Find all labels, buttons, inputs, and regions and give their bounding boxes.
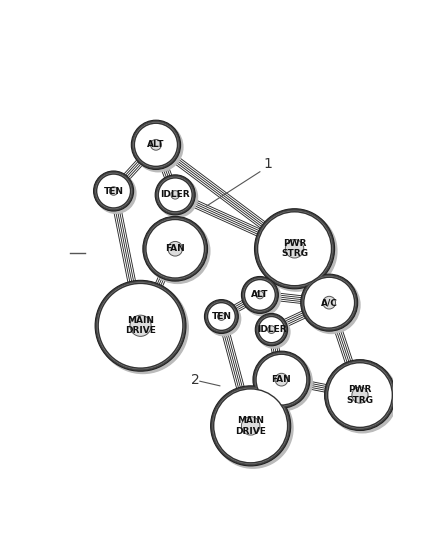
Circle shape	[213, 388, 293, 468]
Circle shape	[151, 140, 161, 150]
Circle shape	[254, 353, 308, 407]
Circle shape	[258, 212, 332, 286]
Circle shape	[168, 241, 183, 256]
Text: ALT: ALT	[251, 290, 268, 300]
Text: TEN: TEN	[104, 187, 124, 196]
Circle shape	[257, 211, 337, 291]
Circle shape	[158, 177, 198, 217]
Text: 1: 1	[264, 157, 272, 171]
Circle shape	[155, 175, 195, 215]
Circle shape	[253, 351, 310, 408]
Circle shape	[275, 373, 288, 386]
Circle shape	[323, 296, 336, 309]
Circle shape	[134, 123, 183, 172]
Circle shape	[207, 302, 240, 336]
Circle shape	[303, 277, 360, 334]
Text: A/C: A/C	[321, 298, 338, 307]
Circle shape	[302, 276, 356, 329]
Circle shape	[258, 316, 290, 348]
Circle shape	[134, 123, 177, 166]
Circle shape	[97, 282, 184, 370]
Text: IDLER: IDLER	[160, 190, 190, 199]
Circle shape	[244, 280, 276, 310]
Text: ALT: ALT	[147, 140, 165, 149]
Text: FAN: FAN	[272, 375, 291, 384]
Circle shape	[256, 291, 264, 299]
Circle shape	[97, 174, 131, 208]
Circle shape	[304, 277, 355, 328]
Circle shape	[352, 387, 368, 403]
Circle shape	[255, 353, 312, 410]
Circle shape	[145, 219, 210, 284]
Circle shape	[214, 389, 288, 463]
Circle shape	[130, 315, 151, 336]
Circle shape	[171, 191, 180, 199]
Circle shape	[244, 279, 281, 316]
Circle shape	[243, 278, 277, 312]
Circle shape	[212, 387, 289, 464]
Text: FAN: FAN	[165, 244, 185, 253]
Text: 2: 2	[191, 373, 199, 386]
Text: PWR
STRG: PWR STRG	[281, 239, 308, 259]
Circle shape	[95, 173, 132, 209]
Circle shape	[218, 313, 225, 320]
Text: TEN: TEN	[212, 312, 231, 321]
Text: PWR
STRG: PWR STRG	[346, 385, 374, 405]
Circle shape	[254, 209, 335, 289]
Circle shape	[131, 120, 180, 169]
Circle shape	[97, 282, 188, 374]
Circle shape	[110, 187, 118, 195]
Circle shape	[143, 216, 208, 281]
Text: IDLER: IDLER	[257, 325, 286, 334]
Circle shape	[256, 354, 307, 405]
Circle shape	[133, 122, 179, 168]
Circle shape	[145, 218, 206, 280]
Circle shape	[256, 210, 333, 287]
Circle shape	[268, 326, 276, 334]
Circle shape	[328, 363, 392, 427]
Circle shape	[98, 284, 183, 368]
Circle shape	[241, 277, 279, 313]
Circle shape	[208, 303, 235, 330]
Circle shape	[146, 220, 205, 278]
Circle shape	[206, 301, 237, 332]
Circle shape	[325, 360, 396, 431]
Circle shape	[327, 362, 398, 433]
Circle shape	[241, 417, 260, 435]
Circle shape	[211, 386, 291, 466]
Circle shape	[157, 176, 194, 213]
Circle shape	[95, 280, 186, 371]
Circle shape	[258, 317, 285, 343]
Circle shape	[205, 300, 238, 334]
Circle shape	[257, 315, 286, 344]
Circle shape	[96, 173, 136, 213]
Circle shape	[326, 361, 394, 429]
Text: MAIN
DRIVE: MAIN DRIVE	[125, 316, 156, 335]
Circle shape	[94, 171, 134, 211]
Text: MAIN
DRIVE: MAIN DRIVE	[235, 416, 266, 435]
Circle shape	[255, 313, 288, 346]
Circle shape	[285, 239, 304, 258]
Circle shape	[158, 178, 192, 212]
Circle shape	[301, 274, 358, 331]
